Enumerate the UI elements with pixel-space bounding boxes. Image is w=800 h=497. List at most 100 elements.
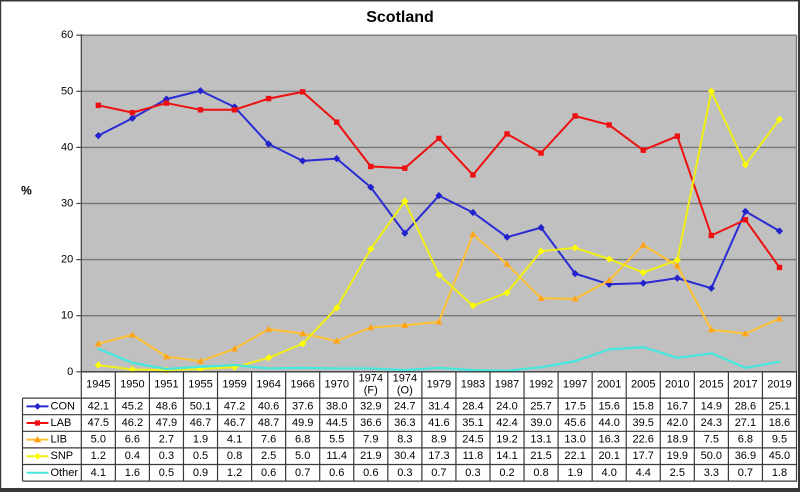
svg-text:47.5: 47.5 bbox=[88, 417, 109, 429]
svg-text:1.9: 1.9 bbox=[193, 434, 208, 446]
svg-text:0.9: 0.9 bbox=[193, 467, 208, 479]
svg-text:37.6: 37.6 bbox=[292, 400, 313, 412]
svg-text:14.1: 14.1 bbox=[496, 450, 517, 462]
svg-text:19.9: 19.9 bbox=[667, 450, 688, 462]
svg-text:24.3: 24.3 bbox=[701, 417, 722, 429]
svg-text:Scotland: Scotland bbox=[366, 9, 434, 26]
svg-text:11.8: 11.8 bbox=[463, 450, 484, 462]
svg-text:1983: 1983 bbox=[461, 379, 485, 391]
svg-text:31.4: 31.4 bbox=[428, 400, 449, 412]
svg-text:32.9: 32.9 bbox=[360, 400, 381, 412]
svg-text:(O): (O) bbox=[397, 385, 413, 397]
svg-text:44.5: 44.5 bbox=[326, 417, 347, 429]
svg-text:1964: 1964 bbox=[256, 379, 280, 391]
svg-text:LAB: LAB bbox=[51, 417, 72, 429]
svg-text:24.0: 24.0 bbox=[496, 400, 517, 412]
svg-text:2015: 2015 bbox=[699, 379, 723, 391]
svg-text:2010: 2010 bbox=[665, 379, 689, 391]
svg-text:0.3: 0.3 bbox=[159, 450, 174, 462]
svg-text:42.1: 42.1 bbox=[88, 400, 109, 412]
svg-text:21.9: 21.9 bbox=[360, 450, 381, 462]
svg-text:0.7: 0.7 bbox=[295, 467, 310, 479]
svg-text:30: 30 bbox=[61, 198, 73, 210]
svg-text:40: 40 bbox=[61, 141, 73, 153]
svg-text:17.3: 17.3 bbox=[428, 450, 449, 462]
svg-text:1974: 1974 bbox=[359, 373, 383, 385]
svg-text:2.5: 2.5 bbox=[261, 450, 276, 462]
svg-text:41.6: 41.6 bbox=[428, 417, 449, 429]
svg-text:1945: 1945 bbox=[86, 379, 110, 391]
svg-text:1987: 1987 bbox=[495, 379, 519, 391]
svg-text:3.3: 3.3 bbox=[704, 467, 719, 479]
svg-text:7.6: 7.6 bbox=[261, 434, 276, 446]
svg-text:1.8: 1.8 bbox=[772, 467, 787, 479]
svg-text:50.0: 50.0 bbox=[701, 450, 722, 462]
svg-text:8.3: 8.3 bbox=[397, 434, 412, 446]
svg-text:22.6: 22.6 bbox=[633, 434, 654, 446]
svg-text:35.1: 35.1 bbox=[462, 417, 483, 429]
svg-text:1.2: 1.2 bbox=[227, 467, 242, 479]
svg-text:18.6: 18.6 bbox=[769, 417, 790, 429]
svg-text:50.1: 50.1 bbox=[190, 400, 211, 412]
svg-text:0.3: 0.3 bbox=[397, 467, 412, 479]
svg-text:10: 10 bbox=[61, 310, 73, 322]
svg-text:0.3: 0.3 bbox=[465, 467, 480, 479]
svg-text:SNP: SNP bbox=[51, 450, 74, 462]
svg-text:17.5: 17.5 bbox=[564, 400, 585, 412]
svg-text:2001: 2001 bbox=[597, 379, 621, 391]
svg-text:15.8: 15.8 bbox=[633, 400, 654, 412]
svg-text:1970: 1970 bbox=[324, 379, 348, 391]
svg-text:2.7: 2.7 bbox=[159, 434, 174, 446]
svg-text:1992: 1992 bbox=[529, 379, 553, 391]
svg-text:46.7: 46.7 bbox=[224, 417, 245, 429]
svg-text:5.0: 5.0 bbox=[91, 434, 106, 446]
svg-text:1.9: 1.9 bbox=[567, 467, 582, 479]
svg-text:16.3: 16.3 bbox=[598, 434, 619, 446]
svg-text:2017: 2017 bbox=[733, 379, 757, 391]
svg-text:4.1: 4.1 bbox=[91, 467, 106, 479]
svg-text:16.7: 16.7 bbox=[667, 400, 688, 412]
svg-text:1979: 1979 bbox=[427, 379, 451, 391]
svg-text:21.5: 21.5 bbox=[530, 450, 551, 462]
svg-text:15.6: 15.6 bbox=[598, 400, 619, 412]
svg-text:0.6: 0.6 bbox=[329, 467, 344, 479]
svg-text:28.6: 28.6 bbox=[735, 400, 756, 412]
svg-text:47.9: 47.9 bbox=[156, 417, 177, 429]
svg-text:36.6: 36.6 bbox=[360, 417, 381, 429]
svg-text:4.1: 4.1 bbox=[227, 434, 242, 446]
svg-text:25.1: 25.1 bbox=[769, 400, 790, 412]
svg-text:0.5: 0.5 bbox=[159, 467, 174, 479]
svg-text:36.3: 36.3 bbox=[394, 417, 415, 429]
svg-text:0.6: 0.6 bbox=[261, 467, 276, 479]
svg-text:6.8: 6.8 bbox=[738, 434, 753, 446]
svg-text:5.0: 5.0 bbox=[295, 450, 310, 462]
svg-text:CON: CON bbox=[51, 400, 76, 412]
svg-text:24.7: 24.7 bbox=[394, 400, 415, 412]
svg-text:Other: Other bbox=[51, 467, 79, 479]
svg-text:20: 20 bbox=[61, 254, 73, 266]
svg-text:8.9: 8.9 bbox=[431, 434, 446, 446]
svg-text:45.0: 45.0 bbox=[769, 450, 790, 462]
svg-text:1974: 1974 bbox=[393, 373, 417, 385]
svg-text:46.2: 46.2 bbox=[122, 417, 143, 429]
svg-text:50: 50 bbox=[61, 85, 73, 97]
svg-text:0.8: 0.8 bbox=[533, 467, 548, 479]
svg-text:6.8: 6.8 bbox=[295, 434, 310, 446]
svg-text:18.9: 18.9 bbox=[667, 434, 688, 446]
svg-text:1.2: 1.2 bbox=[91, 450, 106, 462]
svg-text:0.5: 0.5 bbox=[193, 450, 208, 462]
svg-text:2005: 2005 bbox=[631, 379, 655, 391]
svg-text:14.9: 14.9 bbox=[701, 400, 722, 412]
svg-text:48.6: 48.6 bbox=[156, 400, 177, 412]
svg-text:49.9: 49.9 bbox=[292, 417, 313, 429]
svg-text:2019: 2019 bbox=[767, 379, 791, 391]
svg-text:0.2: 0.2 bbox=[499, 467, 514, 479]
svg-text:7.9: 7.9 bbox=[363, 434, 378, 446]
svg-text:17.7: 17.7 bbox=[633, 450, 654, 462]
svg-text:45.6: 45.6 bbox=[564, 417, 585, 429]
svg-text:1966: 1966 bbox=[290, 379, 314, 391]
svg-text:40.6: 40.6 bbox=[258, 400, 279, 412]
svg-text:13.1: 13.1 bbox=[530, 434, 551, 446]
svg-text:2.5: 2.5 bbox=[670, 467, 685, 479]
svg-text:0.7: 0.7 bbox=[431, 467, 446, 479]
